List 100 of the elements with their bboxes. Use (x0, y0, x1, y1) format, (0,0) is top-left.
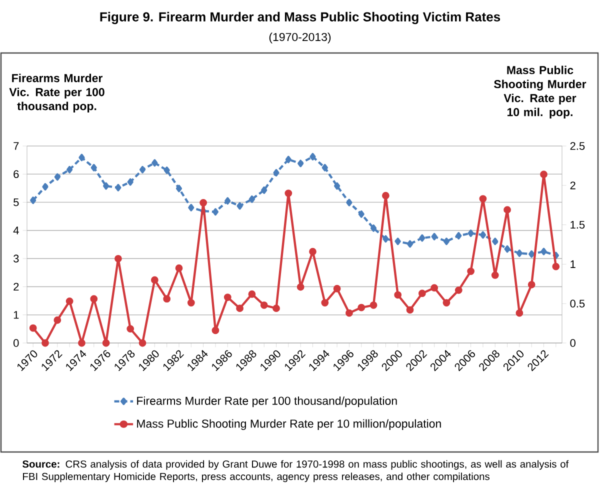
point (224, 197, 231, 205)
y-tick-label: 1 (14, 311, 19, 319)
point (309, 248, 316, 256)
point (90, 164, 97, 172)
point (516, 309, 524, 317)
point (540, 248, 547, 256)
point (418, 290, 426, 298)
point (504, 206, 511, 214)
point (406, 240, 414, 248)
y-tick-label: 0 (14, 339, 19, 347)
point (139, 166, 146, 174)
y2-tick-label: 2 (570, 182, 576, 190)
point (127, 178, 134, 186)
y-tick-label: 2 (14, 282, 19, 291)
y-axis-title: Firearms Murder Vic. Rate per 100 thousand pop. (9, 74, 104, 112)
point (370, 224, 377, 232)
point (175, 264, 183, 272)
point (310, 152, 316, 160)
point (29, 324, 37, 332)
point (78, 154, 85, 162)
point (78, 339, 86, 347)
point (430, 284, 438, 292)
point (528, 280, 536, 288)
y2-tick-label: 1 (570, 260, 576, 268)
point (492, 238, 498, 246)
legend-label: Mass Public Shooting Murder Rate per 10 million/population (137, 419, 441, 430)
point (102, 339, 110, 347)
point (552, 262, 560, 270)
y-tick-label: 3 (14, 254, 19, 262)
y-tick-label: 6 (14, 170, 19, 178)
point (394, 291, 402, 299)
point (54, 316, 62, 324)
point (456, 232, 462, 240)
point (382, 192, 390, 200)
point (431, 232, 438, 240)
point (188, 204, 194, 212)
point (346, 309, 353, 317)
point (491, 272, 499, 279)
y-tick-label: 4 (13, 226, 19, 234)
point (346, 198, 352, 206)
point (260, 301, 268, 309)
point (504, 245, 510, 253)
point (102, 182, 110, 190)
point (382, 235, 389, 243)
point (406, 306, 414, 314)
point (334, 182, 340, 190)
point (443, 238, 450, 246)
point (370, 301, 378, 309)
point (358, 304, 366, 312)
y2-tick-label: 0.5 (570, 300, 585, 308)
chart-subtitle: (1970-2013) (269, 32, 331, 44)
point (358, 210, 364, 218)
point (248, 290, 256, 298)
point (54, 173, 60, 181)
y-tick-label: 5 (14, 198, 19, 206)
point (164, 166, 170, 174)
point (540, 170, 548, 178)
point (176, 184, 182, 192)
y2-axis-title: Mass Public Shooting Murder Vic. Rate per 10 mil. pop. (494, 66, 586, 118)
point (152, 159, 158, 167)
point (419, 234, 426, 242)
point (224, 294, 232, 301)
point (442, 299, 450, 306)
y2-tick-label: 1.5 (570, 220, 585, 229)
point (236, 304, 244, 312)
point (467, 268, 475, 275)
point (480, 231, 486, 239)
point (516, 250, 522, 257)
text: Source: CRS analysis of data provided by Grant Duwe for 1970-1998 on mass public shootings, as well as analysis of FBI Supplementary Homicide Reports, press accounts, agency press releases, and other compilations (22, 460, 569, 482)
point (322, 164, 328, 172)
point (479, 195, 487, 202)
point (126, 325, 134, 333)
legend-label: Firearms Murder Rate per 100 thousand/population (137, 396, 397, 408)
point (30, 196, 36, 204)
point (90, 295, 98, 303)
point (187, 299, 195, 306)
point (150, 276, 158, 284)
y2-tick-label: 2.5 (570, 142, 585, 150)
point (163, 295, 171, 303)
point (66, 166, 73, 174)
point (114, 254, 122, 262)
point (298, 160, 304, 168)
point (284, 190, 292, 197)
point (42, 339, 49, 347)
point (212, 208, 219, 216)
point (273, 169, 280, 176)
point (321, 299, 329, 306)
point (200, 199, 208, 206)
y-tick-label: 7 (14, 142, 19, 150)
y2-tick-label: 0 (570, 339, 576, 347)
point (528, 250, 535, 258)
point (248, 195, 255, 203)
point (42, 183, 48, 191)
point (261, 186, 268, 194)
point (333, 284, 341, 292)
point (115, 184, 122, 192)
point (454, 286, 462, 294)
point (66, 298, 74, 305)
chart-title: Figure 9. Firearm Murder and Mass Public Shooting Victim Rates (100, 12, 500, 24)
point (236, 202, 243, 210)
